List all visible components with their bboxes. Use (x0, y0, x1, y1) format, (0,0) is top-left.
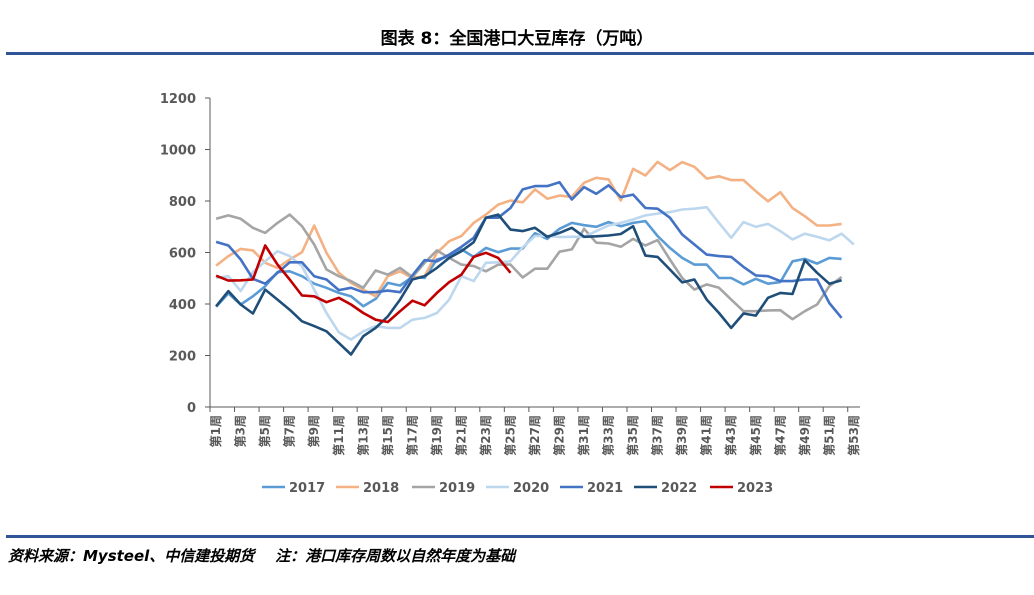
series-line-2020 (215, 205, 855, 341)
source-note: 资料来源：Mysteel、中信建投期货 注：港口库存周数以自然年度为基础 (8, 547, 516, 565)
x-tick-label: 第39周 (674, 415, 689, 456)
x-tick-label: 第33周 (601, 415, 616, 456)
x-tick-label: 第51周 (821, 415, 836, 456)
x-tick-label: 第35周 (625, 415, 640, 456)
x-tick-label: 第3周 (233, 415, 248, 447)
x-tick-label: 第19周 (429, 415, 444, 456)
x-tick-label: 第1周 (208, 415, 223, 447)
series-line-2019 (215, 213, 843, 321)
x-tick-label: 第11周 (331, 415, 346, 456)
legend-label-2018: 2018 (363, 481, 399, 496)
x-tick-label: 第7周 (282, 415, 297, 447)
legend-label-2017: 2017 (289, 481, 325, 496)
x-tick-label: 第31周 (576, 415, 591, 456)
x-tick-label: 第23周 (478, 415, 493, 456)
y-tick-label: 1000 (160, 144, 196, 159)
x-tick-label: 第45周 (748, 415, 763, 456)
x-tick-label: 第5周 (257, 415, 272, 447)
footer-divider (6, 535, 1034, 538)
chart-title: 图表 8：全国港口大豆库存（万吨） (380, 29, 654, 49)
series-line-2021 (215, 180, 843, 319)
series-line-2023 (215, 244, 512, 324)
y-tick-label: 400 (169, 298, 196, 313)
title-divider (6, 52, 1034, 55)
legend-label-2020: 2020 (513, 481, 549, 496)
x-tick-label: 第21周 (453, 415, 468, 456)
legend-label-2022: 2022 (661, 481, 697, 496)
legend-label-2021: 2021 (587, 481, 623, 496)
x-tick-label: 第15周 (380, 415, 395, 456)
x-tick-label: 第27周 (527, 415, 542, 456)
series-line-2022 (215, 213, 842, 356)
y-tick-label: 800 (169, 195, 196, 210)
x-tick-label: 第53周 (846, 415, 861, 456)
y-tick-label: 200 (169, 350, 196, 365)
x-tick-label: 第25周 (502, 415, 517, 456)
y-tick-label: 0 (187, 401, 196, 416)
series-line-2018 (215, 160, 842, 298)
y-tick-label: 600 (169, 247, 196, 262)
x-tick-label: 第29周 (552, 415, 567, 456)
x-tick-label: 第41周 (699, 415, 714, 456)
x-tick-label: 第49周 (797, 415, 812, 456)
x-tick-label: 第47周 (772, 415, 787, 456)
x-tick-label: 第37周 (650, 415, 665, 456)
y-tick-label: 1200 (160, 92, 196, 107)
legend-label-2023: 2023 (737, 481, 773, 496)
x-tick-label: 第9周 (306, 415, 321, 447)
x-tick-label: 第17周 (404, 415, 419, 456)
x-tick-label: 第13周 (355, 415, 370, 456)
x-tick-label: 第43周 (723, 415, 738, 456)
legend-label-2019: 2019 (439, 481, 475, 496)
